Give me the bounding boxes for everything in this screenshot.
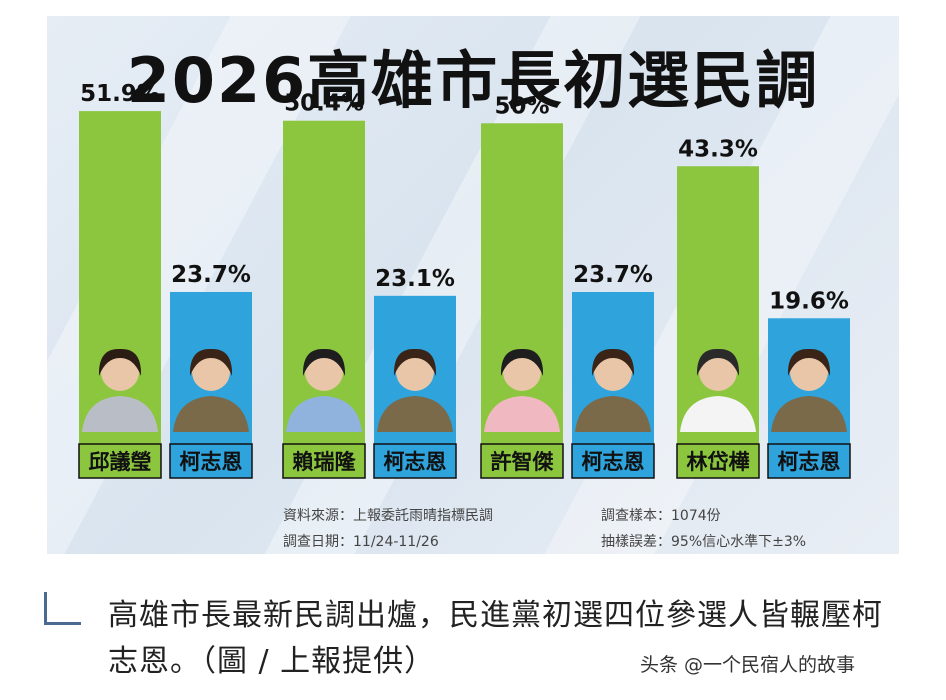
opponent-value-label: 19.6% xyxy=(769,288,849,314)
candidate-name-box xyxy=(282,443,366,479)
opponent-name-box xyxy=(373,443,457,479)
candidate-bar xyxy=(481,123,563,444)
sampling-error-note: 抽樣誤差：95%信心水準下±3% xyxy=(601,534,807,550)
candidate-photo xyxy=(286,348,362,432)
opponent-name: 柯志恩 xyxy=(582,450,645,474)
data-source-note: 資料來源：上報委託雨晴指標民調 xyxy=(283,508,493,524)
candidate-name-box xyxy=(676,443,760,479)
opponent-name-box xyxy=(767,443,851,479)
opponent-value-label: 23.7% xyxy=(573,262,653,288)
candidate-name: 邱議瑩 xyxy=(89,450,152,474)
candidate-bar xyxy=(79,111,161,444)
opponent-name: 柯志恩 xyxy=(180,450,243,474)
opponent-name-box xyxy=(169,443,253,479)
candidate-value-label: 50.4% xyxy=(284,91,364,117)
candidate-photo xyxy=(82,348,158,432)
candidate-photo xyxy=(484,348,560,432)
candidate-value-label: 43.3% xyxy=(678,136,758,162)
candidate-name: 林岱樺 xyxy=(687,450,750,474)
candidate-value-label: 50% xyxy=(494,93,549,119)
image-caption: 高雄市長最新民調出爐，民進黨初選四位參選人皆輾壓柯志恩。（圖 / 上報提供） xyxy=(108,598,883,679)
opponent-photo xyxy=(377,348,453,432)
opponent-photo xyxy=(575,348,651,432)
poll-card: 2026高雄市長初選民調 51.9% 23.7% 邱議瑩 柯志恩 50.4% 23.1% 賴… xyxy=(47,16,899,554)
candidate-name: 賴瑞隆 xyxy=(293,450,357,474)
opponent-name: 柯志恩 xyxy=(778,450,841,474)
opponent-photo xyxy=(173,348,249,432)
survey-date-note: 調查日期：11/24-11/26 xyxy=(283,534,439,550)
candidate-value-label: 51.9% xyxy=(80,81,160,107)
opponent-name-box xyxy=(571,443,655,479)
candidate-name: 許智傑 xyxy=(491,450,554,474)
sample-size-note: 調查樣本：1074份 xyxy=(601,508,721,524)
bar-chart: 51.9% 23.7% 邱議瑩 柯志恩 50.4% 23.1% 賴瑞隆 柯志恩 50% 23.7%… xyxy=(78,81,851,479)
candidate-photo xyxy=(680,348,756,432)
source-notes: 資料來源：上報委託雨晴指標民調 調查樣本：1074份 調查日期：11/24-11… xyxy=(283,502,899,554)
opponent-photo xyxy=(771,348,847,432)
opponent-value-label: 23.1% xyxy=(375,266,455,292)
opponent-value-label: 23.7% xyxy=(171,262,251,288)
opponent-name: 柯志恩 xyxy=(384,450,447,474)
candidate-name-box xyxy=(480,443,564,479)
candidate-name-box xyxy=(78,443,162,479)
caption-corner-mark xyxy=(44,592,81,625)
watermark: 头条 @一个民宿人的故事 xyxy=(640,654,856,676)
candidate-bar xyxy=(283,120,365,445)
chart-title: 2026高雄市長初選民調 xyxy=(126,44,820,117)
